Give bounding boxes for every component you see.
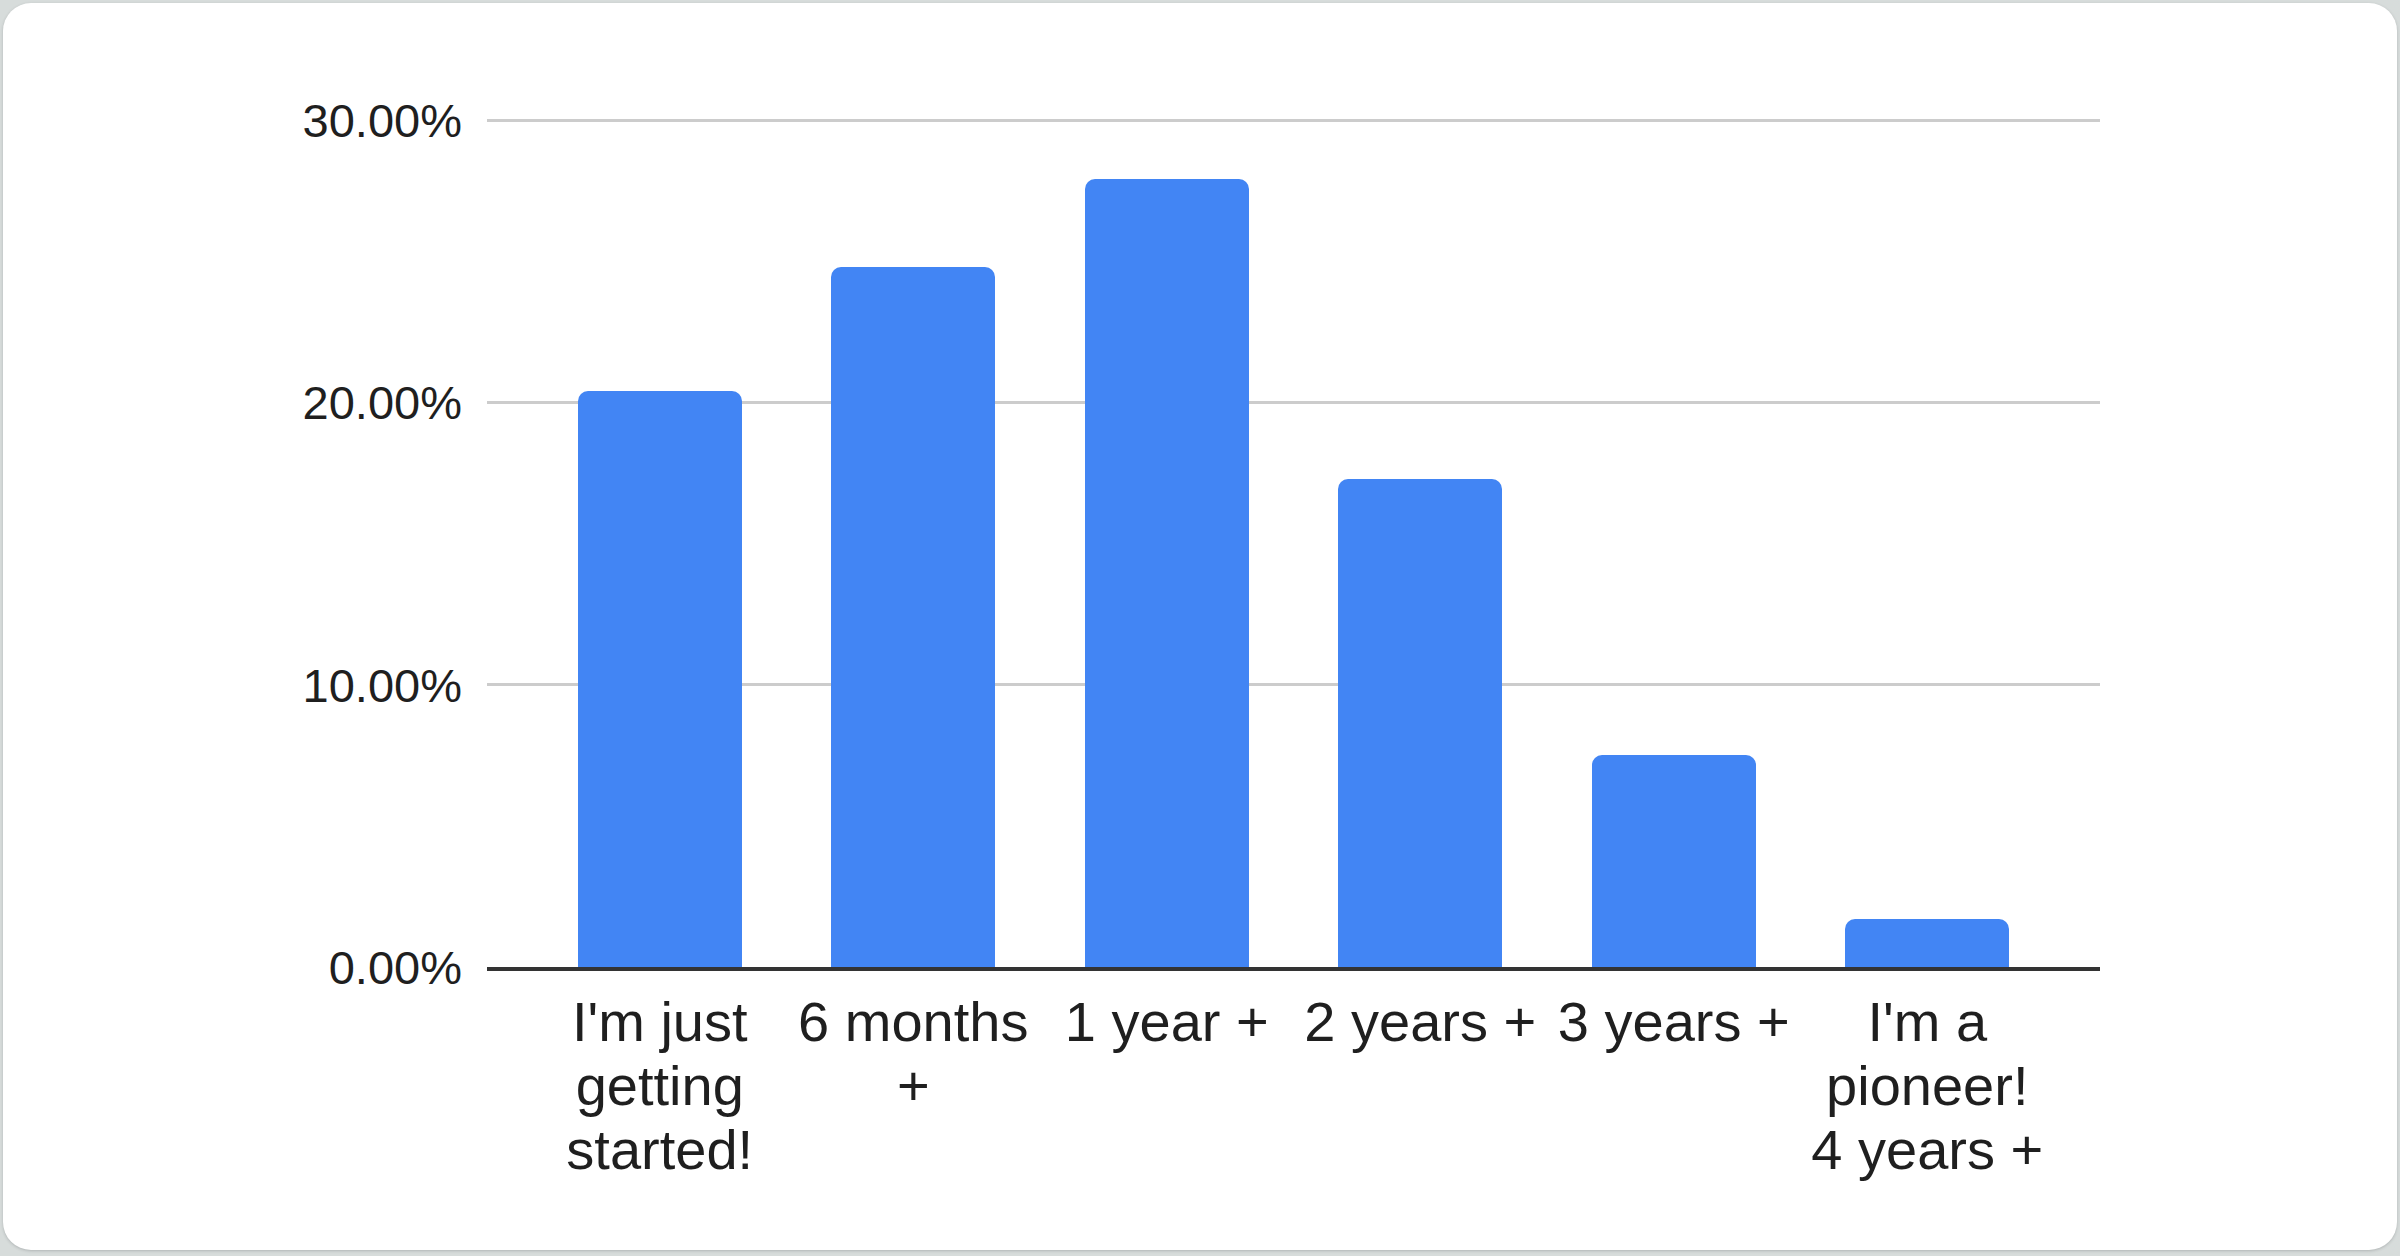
- bar[interactable]: [1085, 179, 1249, 967]
- x-axis-tick-label-line: 4 years +: [1801, 1118, 2055, 1182]
- bar-column: [787, 120, 1041, 967]
- bar[interactable]: [1592, 755, 1756, 967]
- bar[interactable]: [1845, 919, 2009, 967]
- x-axis-tick-label-line: +: [787, 1054, 1041, 1118]
- x-axis-tick-label-line: I'm a: [1801, 990, 2055, 1054]
- y-axis-tick-label: 20.00%: [0, 379, 462, 426]
- y-axis-tick-label: 10.00%: [0, 661, 462, 708]
- x-axis-tick-label: I'm apioneer!4 years +: [1801, 990, 2055, 1182]
- screenshot-stage: 30.00% 20.00% 10.00% 0.00% I'm justgettings…: [0, 0, 2400, 1256]
- bar-column: [1801, 120, 2055, 967]
- x-axis-tick-label-line: 1 year +: [1040, 990, 1294, 1054]
- x-axis-tick-label-line: getting: [533, 1054, 787, 1118]
- x-axis-tick-label-line: pioneer!: [1801, 1054, 2055, 1118]
- bar[interactable]: [1338, 479, 1502, 967]
- x-axis-tick-label-line: 2 years +: [1294, 990, 1548, 1054]
- y-axis-tick-label: 30.00%: [0, 97, 462, 144]
- bar-column: [1547, 120, 1801, 967]
- plot-area: [487, 120, 2100, 971]
- x-axis-tick-label: 6 months+: [787, 990, 1041, 1182]
- bars-row: [533, 120, 2054, 967]
- x-axis: I'm justgettingstarted!6 months+1 year +…: [533, 990, 2054, 1182]
- x-axis-tick-label-line: 3 years +: [1547, 990, 1801, 1054]
- x-axis-tick-label: 3 years +: [1547, 990, 1801, 1182]
- x-axis-tick-label-line: 6 months: [787, 990, 1041, 1054]
- bar[interactable]: [578, 391, 742, 967]
- bar[interactable]: [831, 267, 995, 967]
- x-axis-tick-label: 1 year +: [1040, 990, 1294, 1182]
- bar-column: [533, 120, 787, 967]
- x-axis-tick-label: I'm justgettingstarted!: [533, 990, 787, 1182]
- bar-chart: 30.00% 20.00% 10.00% 0.00% I'm justgettings…: [0, 0, 2400, 1256]
- x-axis-tick-label-line: I'm just: [533, 990, 787, 1054]
- bar-column: [1294, 120, 1548, 967]
- y-axis-tick-label: 0.00%: [0, 944, 462, 991]
- x-axis-tick-label: 2 years +: [1294, 990, 1548, 1182]
- x-axis-tick-label-line: started!: [533, 1118, 787, 1182]
- bar-column: [1040, 120, 1294, 967]
